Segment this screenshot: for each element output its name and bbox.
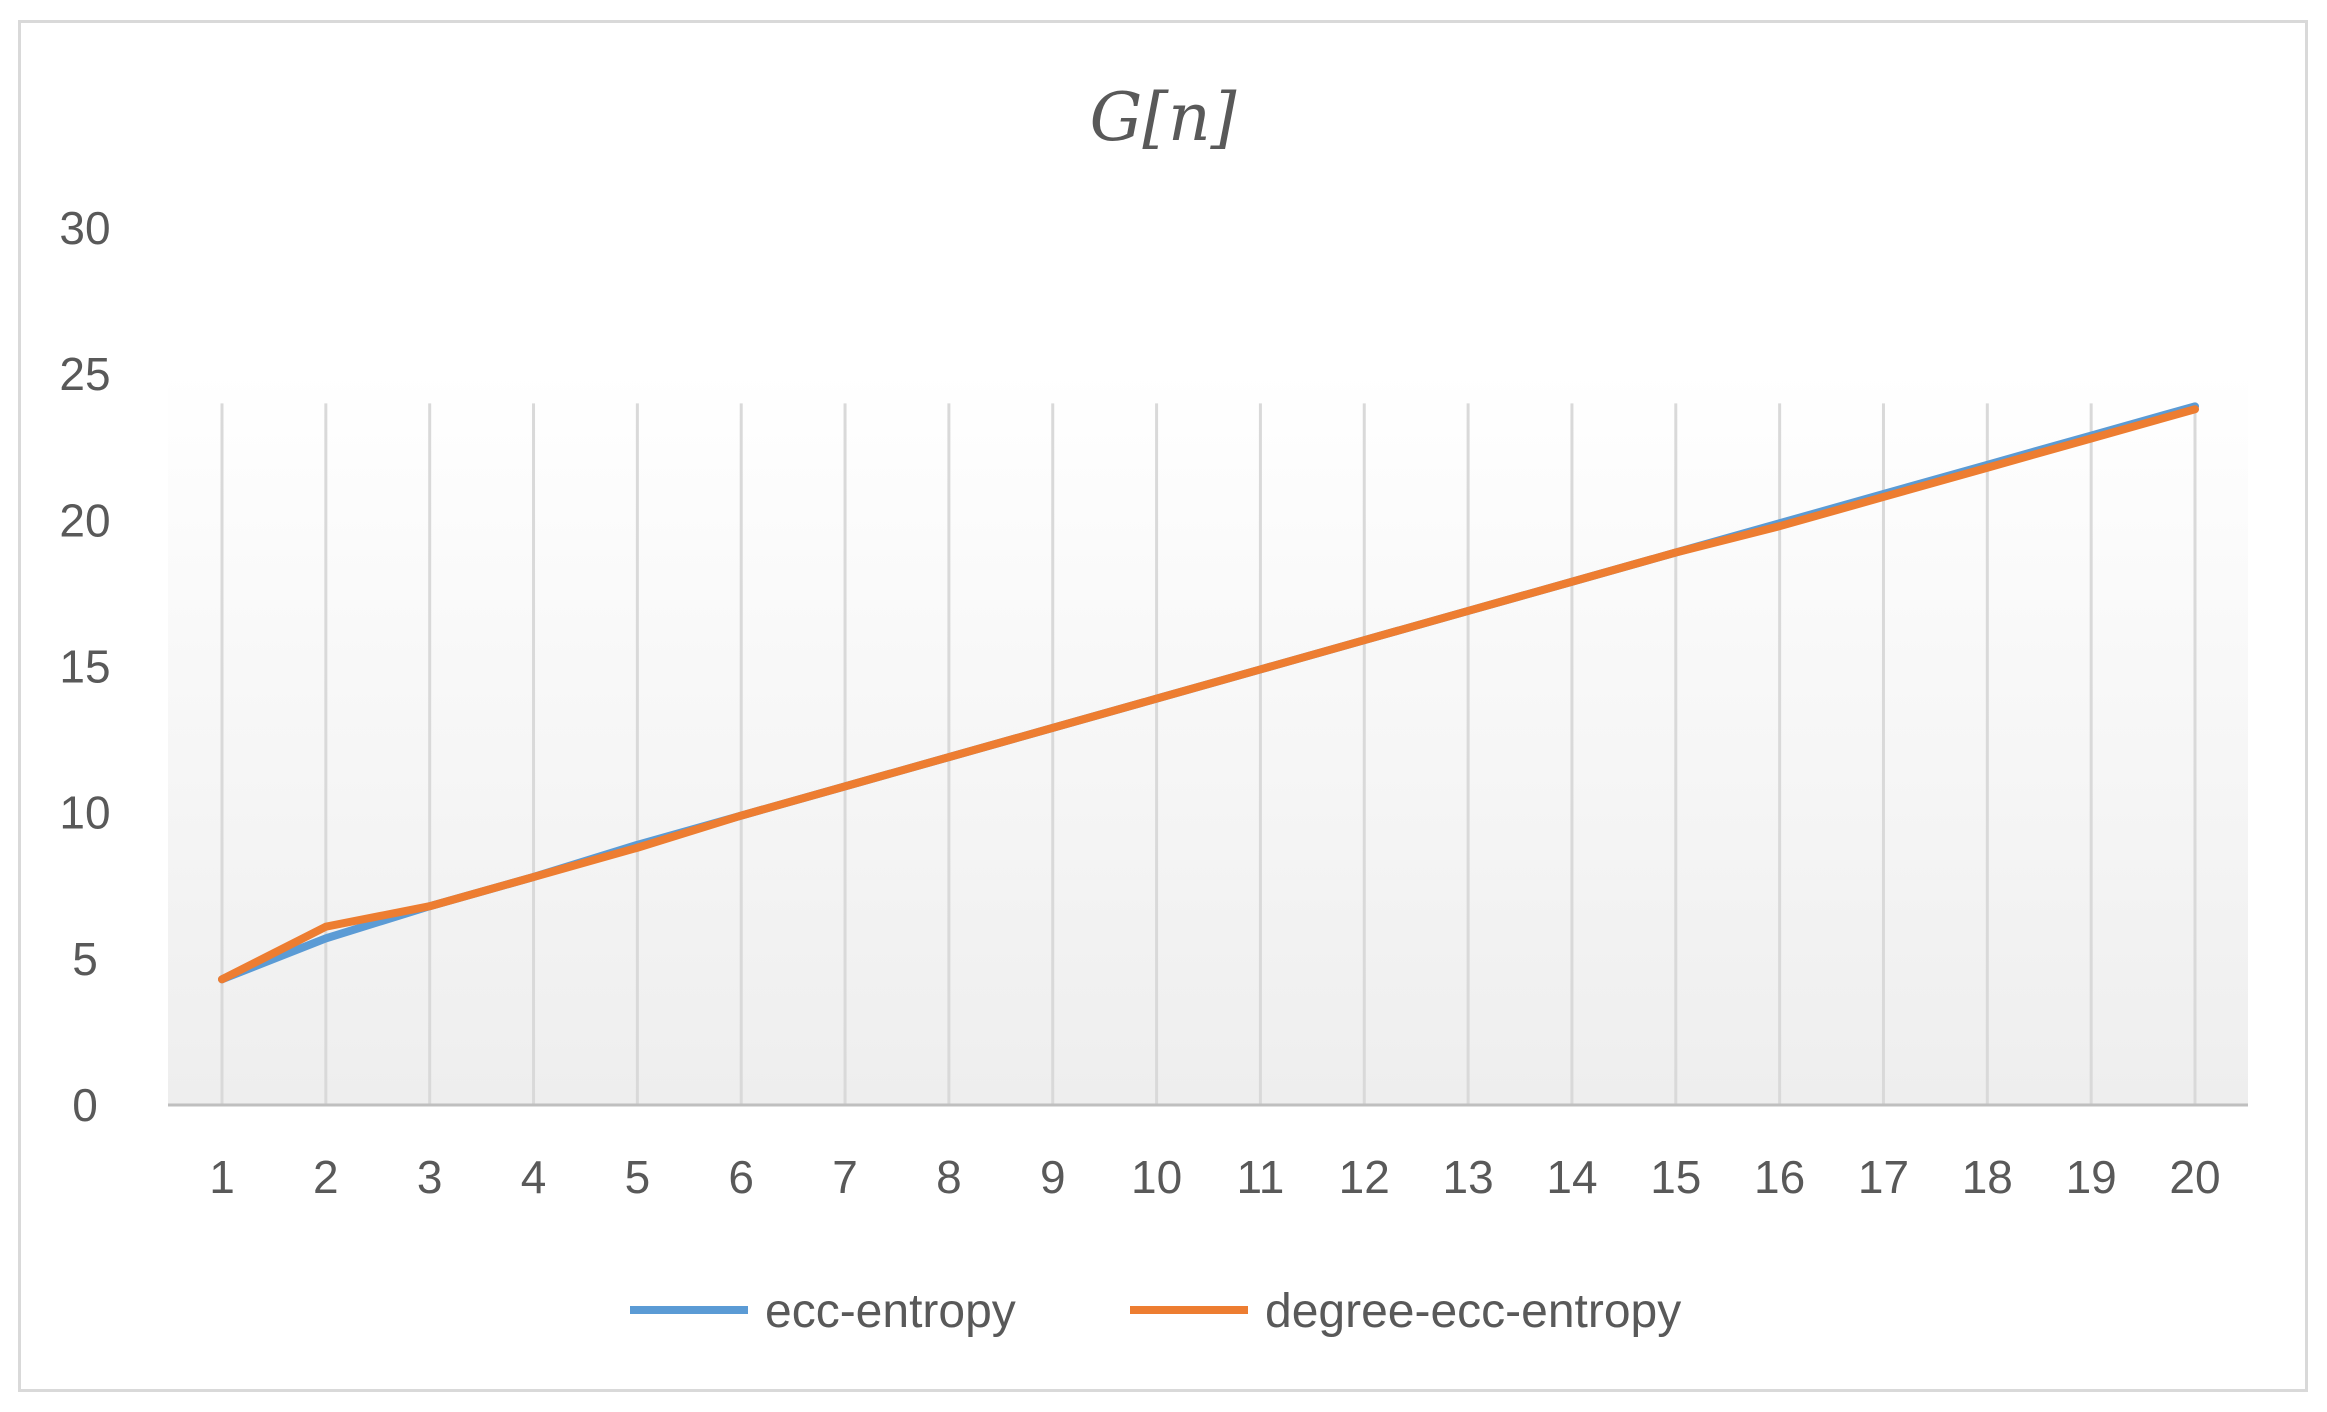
x-tick-label: 16: [1754, 1151, 1805, 1203]
x-tick-label: 17: [1858, 1151, 1909, 1203]
x-tick-label: 6: [728, 1151, 754, 1203]
x-tick-label: 8: [936, 1151, 962, 1203]
x-tick-label: 11: [1237, 1151, 1285, 1203]
x-tick-label: 13: [1443, 1151, 1494, 1203]
x-tick-label: 14: [1546, 1151, 1597, 1203]
y-tick-label: 5: [72, 933, 98, 985]
legend-label-ecc-entropy: ecc-entropy: [765, 1285, 1016, 1338]
y-tick-label: 30: [59, 202, 110, 254]
chart-title: G[n]: [1090, 79, 1237, 156]
x-tick-label: 3: [417, 1151, 443, 1203]
grid-lines: [220, 403, 2197, 1105]
y-tick-label: 20: [59, 494, 110, 546]
series-line-degree-ecc-entropy: [218, 405, 2199, 984]
y-tick-label: 15: [59, 641, 110, 693]
y-tick-label: 10: [59, 787, 110, 839]
x-tick-label: 1: [209, 1151, 235, 1203]
x-tick-label: 18: [1962, 1151, 2013, 1203]
x-tick-label: 20: [2169, 1151, 2220, 1203]
y-tick-label: 0: [72, 1079, 98, 1131]
legend-label-degree-ecc-entropy: degree-ecc-entropy: [1265, 1285, 1681, 1338]
x-tick-label: 2: [313, 1151, 339, 1203]
series-lines: [218, 402, 2199, 984]
y-tick-label: 25: [59, 348, 110, 400]
x-tick-label: 10: [1131, 1151, 1182, 1203]
x-tick-label: 15: [1650, 1151, 1701, 1203]
x-tick-label: 4: [521, 1151, 547, 1203]
x-tick-label: 5: [625, 1151, 651, 1203]
x-tick-label: 19: [2066, 1151, 2117, 1203]
x-tick-label: 7: [832, 1151, 858, 1203]
legend: ecc-entropy degree-ecc-entropy: [630, 1285, 1681, 1338]
x-tick-label: 12: [1339, 1151, 1390, 1203]
x-tick-label: 9: [1040, 1151, 1066, 1203]
